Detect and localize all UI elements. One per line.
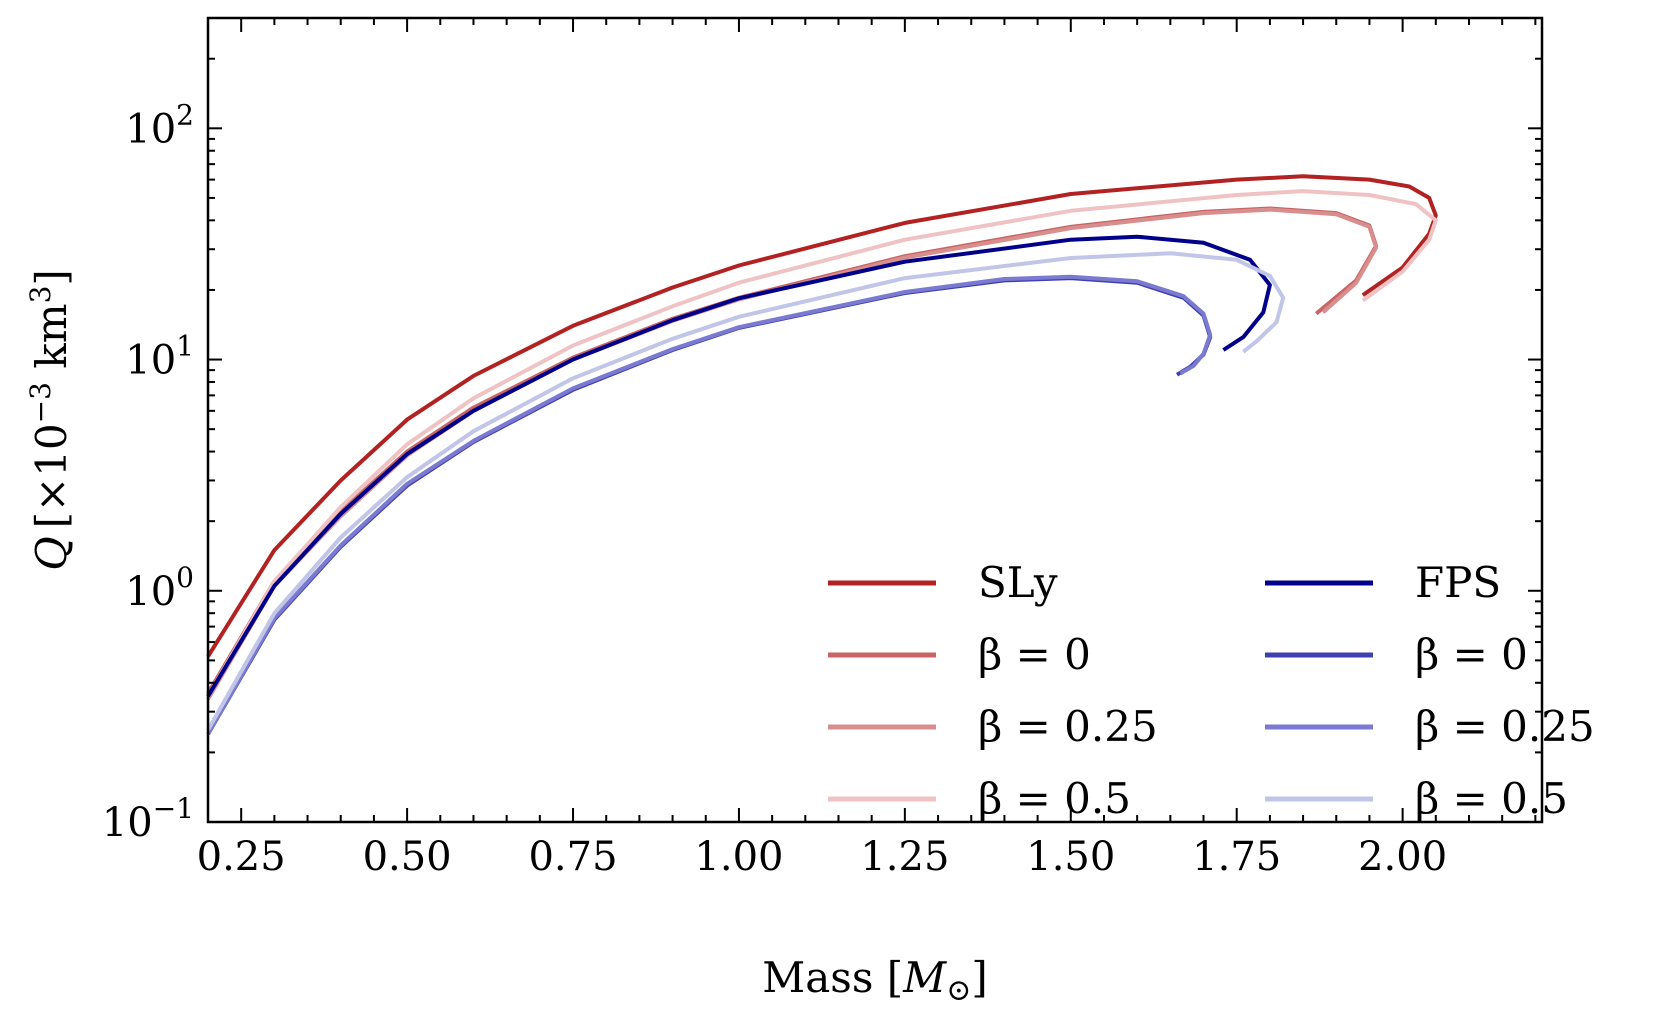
series-layer (206, 174, 1438, 736)
x-axis-label-var: M (902, 953, 947, 1002)
x-axis-label-prefix: Mass (762, 953, 887, 1002)
x-tick-label-7: 2.00 (1358, 834, 1447, 880)
y-tick-label-base-0: 10 (102, 800, 153, 846)
y-tick-label-base-1: 10 (125, 569, 176, 615)
x-tick-label-5: 1.50 (1026, 834, 1115, 880)
x-tick-label-3: 1.00 (694, 834, 783, 880)
x-tick-label-6: 1.75 (1192, 834, 1281, 880)
y-axis-label-bracket-close: ] (27, 269, 76, 285)
y-tick-label-base-2: 10 (125, 338, 176, 384)
y-tick-label-exp-1: 0 (176, 561, 194, 594)
x-axis-label-sub: ⊙ (946, 973, 971, 1008)
y-axis-label-km: km (27, 303, 76, 382)
y-axis-label-exp: −3 (24, 382, 57, 423)
legend-label-0: SLy (978, 558, 1058, 607)
legend-label-5: β = 0 (1415, 630, 1528, 679)
x-tick-label-2: 0.75 (528, 834, 617, 880)
series-line-0 (206, 174, 1438, 658)
x-tick-label-0: 0.25 (197, 834, 286, 880)
y-tick-label-2: 101 (125, 330, 194, 384)
legend-label-6: β = 0.25 (1415, 702, 1595, 751)
series-line-4 (206, 234, 1272, 698)
y-tick-label-1: 100 (125, 561, 194, 615)
x-axis-label-bracket-open: [ (887, 953, 903, 1002)
series-line-6 (206, 274, 1213, 736)
y-tick-label-3: 102 (125, 98, 194, 152)
y-axis-label-km-exp: 3 (24, 286, 57, 304)
y-tick-label-0: 10−1 (102, 792, 194, 846)
y-axis-label-var: Q (27, 536, 76, 570)
x-tick-labels: 0.25 0.50 0.75 1.00 1.25 1.50 1.75 2.00 (197, 834, 1448, 880)
x-tick-label-1: 0.50 (363, 834, 452, 880)
y-tick-label-exp-0: −1 (153, 792, 194, 825)
y-axis-label: Q [×10−3 km3] (24, 269, 76, 571)
legend-label-1: β = 0 (978, 630, 1091, 679)
x-axis-label-bracket-close: ] (971, 953, 987, 1002)
legend-label-4: FPS (1415, 558, 1501, 607)
legend-label-7: β = 0.5 (1415, 774, 1568, 823)
legend-label-3: β = 0.5 (978, 774, 1131, 823)
legend: SLy β = 0 β = 0.25 β = 0.5 FPS β = 0 β = 0.25 β… (828, 558, 1595, 823)
y-axis-label-bracket-open: [ (27, 512, 76, 528)
y-tick-label-base-3: 10 (125, 106, 176, 152)
series-line-7 (206, 251, 1286, 731)
x-tick-label-4: 1.25 (860, 834, 949, 880)
x-axis-label: Mass [M⊙] (762, 953, 987, 1008)
legend-label-2: β = 0.25 (978, 702, 1158, 751)
y-tick-label-exp-3: 2 (176, 98, 194, 131)
y-axis-label-times: ×10 (27, 423, 76, 512)
plot-frame (206, 16, 1544, 824)
y-tick-label-exp-2: 1 (176, 330, 194, 363)
series-line-3 (206, 189, 1438, 698)
